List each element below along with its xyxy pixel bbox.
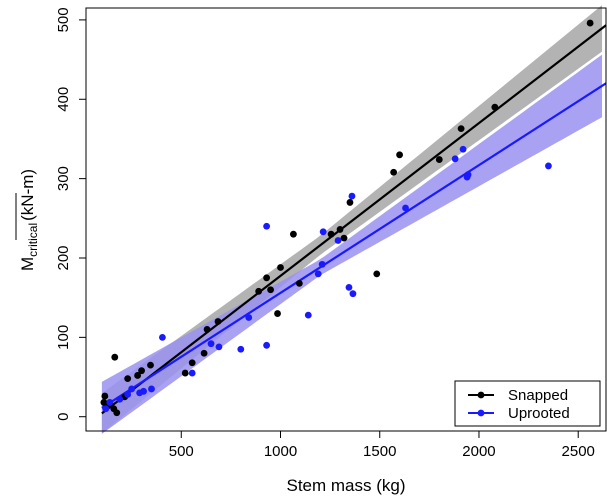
point-uprooted (348, 192, 356, 200)
point-snapped (457, 125, 465, 133)
point-uprooted (140, 387, 147, 395)
y-axis: 0 100 200 300 400 500 (55, 7, 86, 421)
point-snapped (214, 318, 222, 325)
point-uprooted (215, 343, 223, 351)
x-tick-label: 2000 (462, 443, 495, 460)
x-axis: 500 1000 1500 2000 2500 (169, 431, 595, 460)
y-tick-label: 100 (55, 325, 72, 350)
point-snapped (274, 310, 281, 317)
x-tick-label: 1500 (363, 443, 396, 460)
point-uprooted (207, 340, 215, 348)
point-snapped (336, 226, 344, 233)
point-snapped (263, 274, 271, 282)
y-axis-label-main: M (18, 257, 37, 271)
point-snapped (124, 375, 132, 383)
point-snapped (340, 234, 348, 242)
y-axis-label: Mcritical (kN-m) (18, 169, 40, 271)
point-snapped (290, 230, 297, 238)
point-uprooted (124, 391, 132, 398)
x-tick-label: 2500 (562, 443, 595, 460)
point-uprooted (116, 395, 124, 403)
point-uprooted (402, 204, 409, 212)
y-axis-label-subscript: critical (26, 223, 40, 257)
svg-text:Mcritical(kN-m): Mcritical (kN-m) (18, 169, 40, 271)
y-axis-label-unit: (kN-m) (18, 169, 37, 221)
point-uprooted (128, 385, 136, 393)
y-tick-label: 500 (55, 7, 72, 32)
confidence-band-uprooted (101, 54, 603, 434)
point-uprooted (106, 399, 114, 406)
point-uprooted (318, 260, 326, 268)
point-uprooted (159, 333, 166, 341)
point-snapped (277, 264, 284, 271)
x-tick-label: 1000 (264, 443, 297, 460)
point-snapped (188, 359, 196, 367)
point-snapped (491, 103, 499, 111)
fit-line-uprooted (101, 82, 607, 409)
point-snapped (390, 168, 398, 176)
point-snapped (134, 372, 142, 379)
point-uprooted (349, 290, 357, 298)
point-uprooted (464, 171, 472, 179)
point-uprooted (459, 145, 467, 153)
data-points (100, 19, 594, 417)
plot-frame (85, 7, 607, 432)
point-uprooted (245, 314, 253, 321)
point-snapped (113, 409, 121, 417)
point-snapped (203, 326, 211, 333)
y-tick-label: 200 (55, 245, 72, 270)
point-uprooted (345, 283, 353, 291)
legend-label-uprooted: Uprooted (508, 405, 570, 422)
point-snapped (255, 287, 263, 295)
point-snapped (373, 270, 381, 278)
point-uprooted (319, 228, 327, 236)
point-snapped (295, 279, 303, 287)
y-tick-label: 0 (55, 413, 72, 421)
point-snapped (138, 367, 145, 375)
point-uprooted (188, 369, 196, 377)
point-snapped (181, 369, 189, 377)
point-snapped (346, 199, 354, 206)
fit-line-snapped (101, 24, 607, 415)
point-uprooted (334, 237, 342, 244)
point-snapped (111, 353, 119, 361)
point-snapped (267, 286, 274, 294)
x-tick-label: 500 (169, 443, 194, 460)
x-axis-label: Stem mass (kg) (286, 476, 405, 495)
point-snapped (396, 151, 403, 159)
point-uprooted (304, 311, 312, 319)
point-snapped (101, 392, 109, 400)
point-snapped (147, 361, 154, 369)
point-uprooted (263, 222, 271, 230)
point-snapped (200, 349, 208, 357)
point-snapped (435, 156, 443, 163)
y-tick-label: 300 (55, 166, 72, 191)
point-uprooted (148, 385, 155, 393)
point-uprooted (102, 405, 110, 413)
legend-marker-uprooted (477, 409, 485, 417)
point-uprooted (451, 155, 459, 163)
point-snapped (586, 19, 594, 27)
point-snapped (327, 230, 335, 238)
point-uprooted (314, 270, 322, 278)
point-uprooted (263, 341, 271, 349)
legend-marker-snapped (477, 391, 485, 399)
y-tick-label: 400 (55, 87, 72, 112)
point-uprooted (237, 345, 245, 353)
legend-box (454, 380, 601, 427)
point-uprooted (545, 162, 552, 170)
legend-label-snapped: Snapped (508, 387, 568, 404)
fit-lines (101, 24, 607, 415)
